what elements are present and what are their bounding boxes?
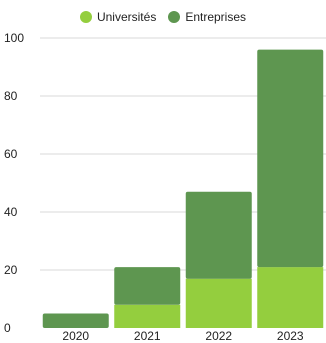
y-tick-label-60: 60 [4, 147, 18, 161]
x-tick-label-2022: 2022 [205, 329, 232, 343]
x-tick-label-2021: 2021 [134, 329, 161, 343]
y-tick-label-0: 0 [4, 321, 11, 335]
y-tick-label-100: 100 [4, 31, 24, 45]
bar-universit-s-2022 [185, 278, 252, 328]
bar-entreprises-2022 [185, 191, 252, 279]
legend-label-entreprises: Entreprises [185, 10, 247, 24]
bar-entreprises-2023 [257, 49, 324, 268]
chart-legend: Universités Entreprises [0, 8, 326, 26]
bar-universit-s-2023 [257, 267, 324, 328]
x-tick-label-2023: 2023 [277, 329, 304, 343]
legend-item-entreprises: Entreprises [168, 8, 246, 26]
y-tick-label-20: 20 [4, 263, 18, 277]
bar-universit-s-2021 [114, 304, 181, 328]
y-tick-label-80: 80 [4, 89, 18, 103]
legend-label-universites: Universités [96, 10, 157, 24]
y-tick-label-40: 40 [4, 205, 18, 219]
legend-item-universites: Universités [79, 8, 157, 26]
legend-swatch-entreprises [168, 11, 181, 23]
bar-entreprises-2020 [42, 313, 109, 328]
x-tick-label-2020: 2020 [62, 329, 89, 343]
legend-swatch-universites [79, 11, 92, 23]
bar-entreprises-2021 [114, 267, 181, 305]
